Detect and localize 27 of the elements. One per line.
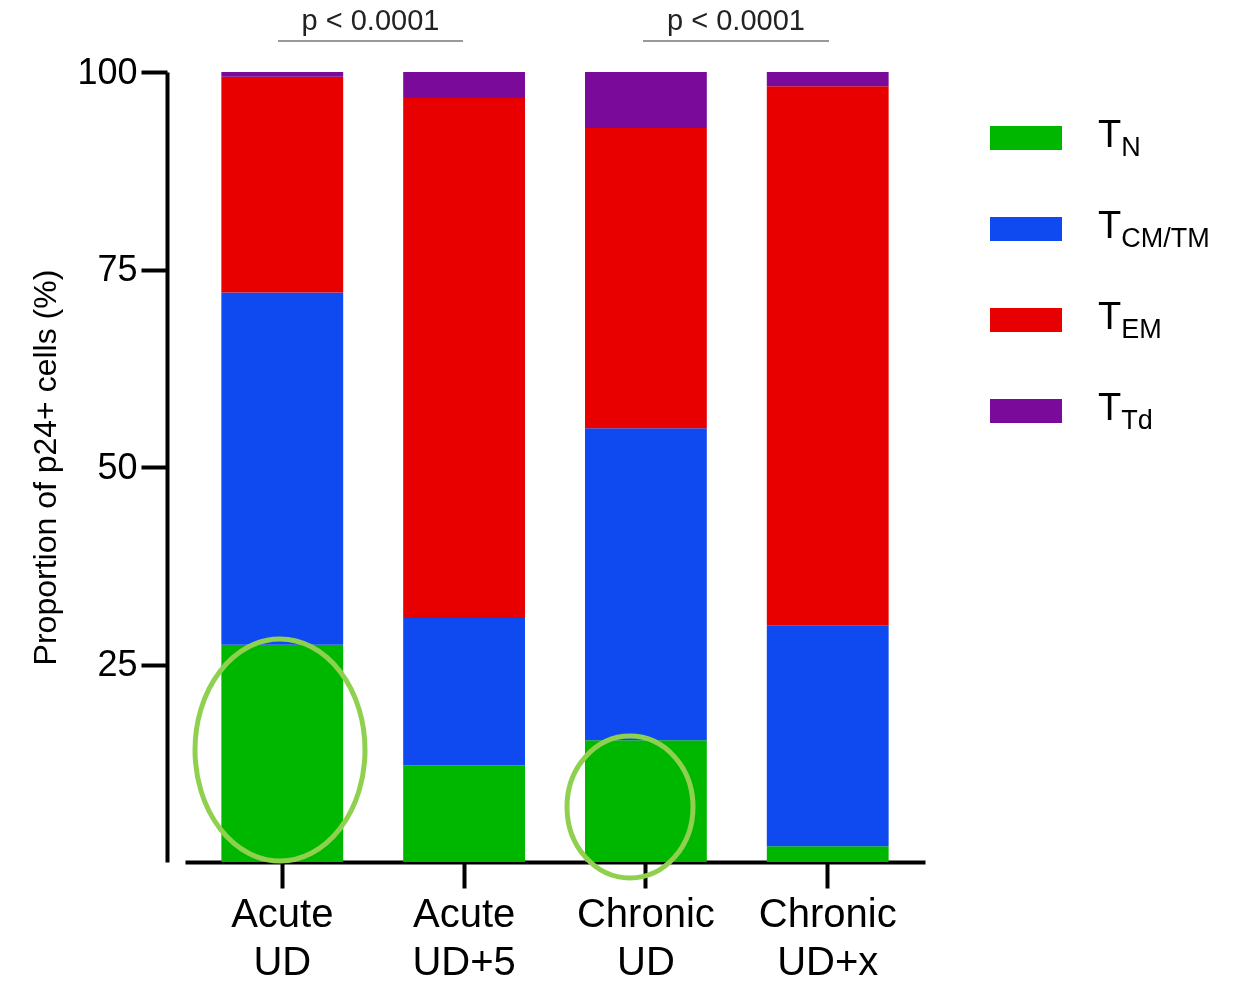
bar [403, 98, 525, 618]
bar [585, 72, 707, 129]
y-tick-label: 25 [97, 643, 138, 684]
y-axis-title: Proportion of p24+ cells (%) [27, 269, 64, 666]
y-tick-label: 100 [77, 50, 138, 92]
legend-label: T$_{CM/TM}$ [1098, 203, 1210, 254]
x-tick-label: Acute UD [231, 890, 334, 983]
legend-label: T$_{Td}$ [1098, 385, 1153, 436]
legend-label: T$_{EM}$ [1098, 294, 1162, 345]
text: p < 0.0001 [301, 4, 440, 37]
bar [766, 625, 889, 847]
bar [403, 617, 525, 766]
bar [766, 86, 889, 626]
bar [221, 76, 344, 293]
bar [403, 72, 525, 99]
text: p < 0.0001 [667, 4, 805, 37]
bar [766, 72, 889, 87]
y-tick-label: 50 [97, 445, 138, 487]
bar [403, 765, 525, 862]
bar [585, 128, 707, 429]
x-tick-label: Chronic UD+x [758, 890, 897, 983]
bar [766, 846, 889, 862]
x-tick-label: Chronic UD [576, 890, 715, 983]
legend-label: T$_{N}$ [1098, 112, 1141, 163]
y-tick-label: 75 [97, 248, 138, 289]
bar [221, 72, 344, 77]
x-tick-label: Acute UD+5 [412, 890, 516, 983]
